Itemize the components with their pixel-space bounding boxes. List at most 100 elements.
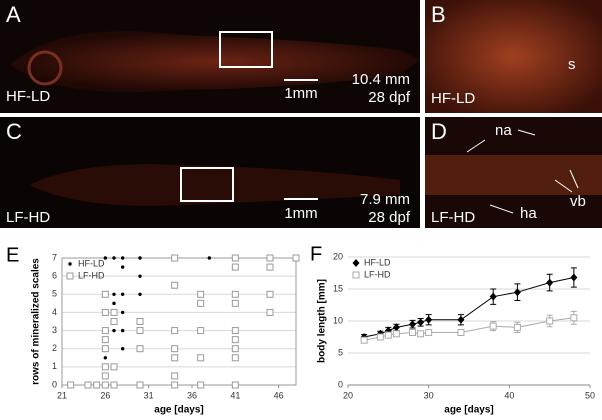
y-tick-label: 6: [52, 271, 57, 281]
data-point: [546, 278, 554, 287]
panel-b: B HF-LD s: [425, 0, 602, 113]
data-point: [138, 292, 142, 296]
data-point: [513, 288, 521, 297]
y-tick-label: 20: [333, 251, 343, 261]
data-point: [101, 336, 109, 344]
panel-a: A HF-LD 1mm 10.4 mm 28 dpf: [0, 0, 420, 113]
panel-label: A: [6, 2, 21, 27]
data-point: [392, 323, 400, 332]
panel-label: D: [431, 119, 447, 144]
y-tick-label: 4: [52, 307, 57, 317]
panel-label: E: [6, 244, 19, 266]
data-point: [112, 256, 116, 260]
data-point: [110, 318, 118, 325]
data-point: [231, 336, 239, 344]
scale-label: 1mm: [284, 85, 317, 102]
x-tick-label: 21: [57, 390, 67, 400]
data-point: [266, 290, 274, 298]
data-point: [570, 273, 578, 282]
y-tick-label: 5: [52, 289, 57, 299]
data-point: [138, 256, 142, 260]
data-point: [231, 263, 239, 271]
data-point: [197, 354, 205, 362]
data-point: [101, 363, 109, 371]
group-label: HF-LD: [431, 90, 475, 107]
y-tick-label: 3: [52, 325, 57, 335]
data-point: [266, 263, 274, 271]
data-point: [231, 354, 239, 362]
legend-marker: [352, 271, 360, 279]
y-tick-label: 2: [52, 343, 57, 353]
legend-item: HF-LD: [352, 257, 391, 267]
y-tick-label: 10: [333, 315, 343, 325]
data-point: [292, 254, 300, 262]
data-point: [171, 381, 179, 389]
data-point: [489, 322, 497, 330]
data-point: [231, 381, 239, 389]
data-point: [120, 265, 125, 269]
size-label: 10.4 mm: [352, 71, 410, 88]
legend-label: LF-HD: [78, 270, 105, 280]
structure-label: ha: [520, 205, 537, 222]
x-tick-label: 20: [343, 390, 353, 400]
data-point: [425, 315, 433, 324]
data-point: [67, 381, 75, 389]
plot-frame: [61, 257, 297, 386]
data-point: [513, 323, 521, 331]
structure-label: na: [495, 122, 512, 139]
data-point: [101, 372, 109, 380]
data-point: [392, 330, 400, 338]
data-point: [110, 308, 118, 316]
data-point: [409, 320, 417, 329]
x-tick-label: 31: [144, 390, 154, 400]
data-point: [138, 274, 142, 278]
x-tick-label: 46: [274, 390, 284, 400]
structure-label: vb: [570, 193, 586, 210]
data-point: [457, 315, 465, 324]
size-label: 7.9 mm: [360, 191, 410, 208]
data-point: [489, 292, 497, 301]
data-point: [112, 328, 116, 333]
data-point: [120, 347, 125, 351]
data-point: [207, 256, 212, 260]
panel-label: F: [310, 243, 322, 265]
data-point: [120, 256, 125, 260]
data-point: [103, 256, 108, 260]
data-point: [409, 329, 417, 337]
data-point: [101, 381, 109, 389]
data-point: [231, 299, 239, 307]
data-point: [136, 318, 144, 325]
legend-label: LF-HD: [364, 269, 391, 279]
x-tick-label: 50: [585, 390, 595, 400]
data-point: [231, 327, 239, 335]
data-point: [103, 356, 108, 360]
data-point: [417, 318, 425, 327]
data-point: [266, 254, 274, 262]
data-point: [417, 330, 425, 338]
data-point: [376, 333, 384, 341]
data-point: [171, 354, 179, 362]
x-tick-label: 40: [504, 390, 514, 400]
x-axis-label: age [days]: [154, 405, 203, 416]
data-point: [112, 292, 116, 296]
data-point: [171, 254, 179, 262]
data-point: [101, 345, 109, 353]
data-point: [101, 290, 109, 298]
data-point: [112, 301, 116, 306]
data-point: [197, 290, 205, 298]
legend-item: LF-HD: [352, 269, 391, 279]
legend-item: HF-LD: [68, 258, 105, 268]
scale-label: 1mm: [284, 205, 317, 222]
data-point: [136, 345, 144, 353]
x-tick-label: 36: [187, 390, 197, 400]
x-tick-label: 30: [424, 390, 434, 400]
y-tick-label: 5: [338, 347, 343, 357]
panel-c: C LF-HD 1mm 7.9 mm 28 dpf: [0, 117, 420, 228]
data-point: [197, 327, 205, 335]
y-tick-label: 7: [52, 252, 57, 262]
data-point: [266, 308, 274, 316]
legend-label: HF-LD: [78, 258, 105, 268]
data-point: [570, 314, 578, 322]
group-label: LF-HD: [431, 209, 475, 226]
